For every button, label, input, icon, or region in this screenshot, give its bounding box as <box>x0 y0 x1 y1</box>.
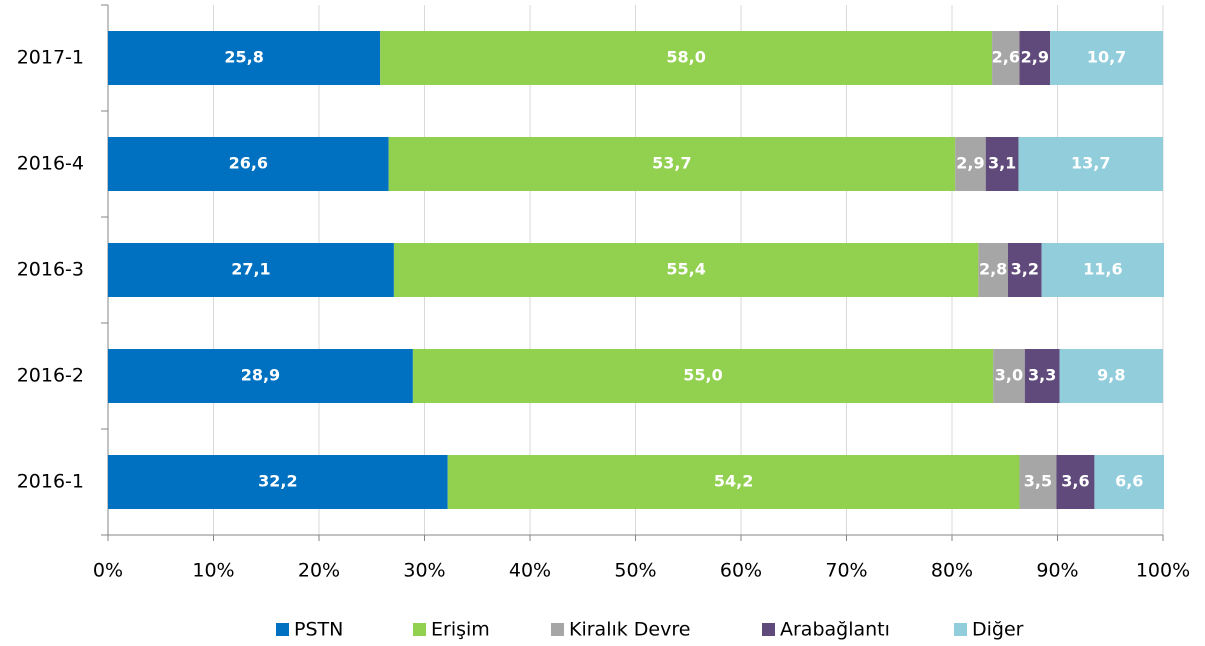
bar-segment <box>978 243 1008 297</box>
bar-segment <box>992 31 1020 85</box>
y-tick-label: 2016-2 <box>17 365 84 387</box>
legend-label: Kiralık Devre <box>569 619 690 641</box>
legend-swatch <box>551 623 564 636</box>
x-tick-label: 0% <box>93 560 123 582</box>
x-tick-label: 60% <box>720 560 762 582</box>
bar-segment <box>1007 243 1042 297</box>
data-label: 13,7 <box>1071 154 1110 173</box>
data-label: 9,8 <box>1097 366 1125 385</box>
data-label: 3,6 <box>1061 472 1089 491</box>
y-tick-label: 2016-1 <box>17 471 84 493</box>
legend-swatch <box>954 623 967 636</box>
x-tick-label: 90% <box>1036 560 1078 582</box>
data-label: 32,2 <box>258 472 297 491</box>
data-label: 2,9 <box>956 154 984 173</box>
x-tick-label: 30% <box>403 560 445 582</box>
legend-label: Erişim <box>431 619 490 641</box>
legend-swatch <box>276 623 289 636</box>
x-tick-label: 50% <box>614 560 656 582</box>
bar-segment <box>108 243 394 297</box>
x-tick-label: 100% <box>1136 560 1190 582</box>
legend-label: PSTN <box>294 619 343 641</box>
bar-segment <box>955 137 986 191</box>
bar-segment <box>393 243 979 297</box>
y-tick-label: 2016-4 <box>17 153 84 175</box>
bar-segment <box>380 31 993 85</box>
x-tick-label: 70% <box>825 560 867 582</box>
bar-segment <box>1050 31 1163 85</box>
bar-segment <box>412 349 994 403</box>
y-tick-label: 2016-3 <box>17 259 84 281</box>
legend-swatch <box>762 623 775 636</box>
data-label: 3,5 <box>1024 472 1052 491</box>
bar-segment <box>1024 349 1060 403</box>
bar-segment <box>1018 137 1163 191</box>
data-label: 55,0 <box>683 366 722 385</box>
data-label: 53,7 <box>652 154 691 173</box>
data-label: 6,6 <box>1115 472 1143 491</box>
data-label: 54,2 <box>714 472 753 491</box>
data-label: 2,9 <box>1021 48 1049 67</box>
bar-segment <box>447 455 1020 509</box>
bar-segment <box>108 31 381 85</box>
bar-segment <box>1059 349 1163 403</box>
data-label: 3,2 <box>1011 260 1039 279</box>
data-label: 27,1 <box>231 260 270 279</box>
data-label: 11,6 <box>1083 260 1122 279</box>
y-tick-label: 2017-1 <box>17 47 84 69</box>
bar-segment <box>1019 31 1051 85</box>
legend-swatch <box>413 623 426 636</box>
x-tick-label: 20% <box>298 560 340 582</box>
data-label: 25,8 <box>224 48 263 67</box>
data-label: 3,3 <box>1028 366 1056 385</box>
legend-label: Diğer <box>972 619 1024 641</box>
data-label: 2,6 <box>992 48 1020 67</box>
data-label: 26,6 <box>229 154 268 173</box>
x-tick-label: 10% <box>192 560 234 582</box>
data-label: 3,0 <box>995 366 1023 385</box>
bar-segment <box>985 137 1019 191</box>
bar-segment <box>1041 243 1165 297</box>
bar-segment <box>108 137 389 191</box>
data-label: 55,4 <box>666 260 705 279</box>
x-tick-label: 80% <box>931 560 973 582</box>
legend-label: Arabağlantı <box>780 619 890 641</box>
x-tick-label: 40% <box>509 560 551 582</box>
data-label: 2,8 <box>979 260 1007 279</box>
data-label: 28,9 <box>241 366 280 385</box>
bar-segment <box>108 455 448 509</box>
bar-segment <box>1056 455 1095 509</box>
data-label: 10,7 <box>1087 48 1126 67</box>
bar-segment <box>1094 455 1165 509</box>
bar-segment <box>108 349 413 403</box>
data-label: 58,0 <box>666 48 705 67</box>
data-label: 3,1 <box>988 154 1016 173</box>
bar-segment <box>1019 455 1057 509</box>
bar-segment <box>993 349 1025 403</box>
bar-segment <box>388 137 956 191</box>
